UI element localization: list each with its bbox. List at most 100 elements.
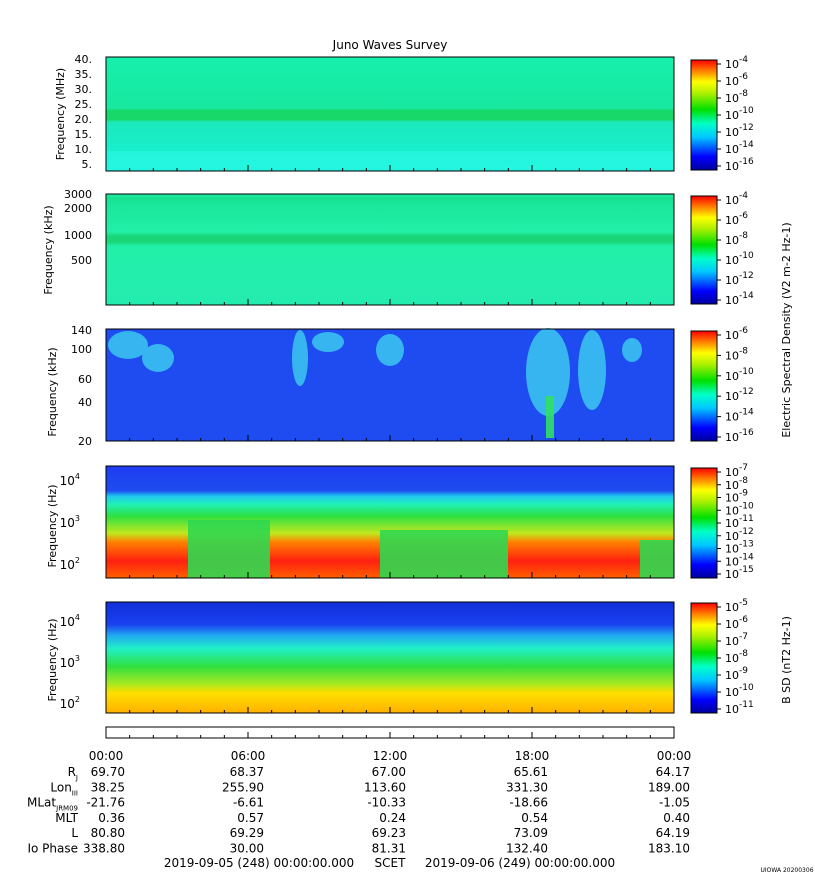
ephemeris-value: 0.57 [237,811,264,825]
ytick-1e3: 103 [60,654,80,670]
time-tick-label: 00:00 [657,749,692,763]
colorbar-tick-label: 10-6 [725,326,748,342]
scet-label: SCET [375,856,407,870]
ephemeris-row-label: L [71,826,78,840]
ephemeris-value: 64.19 [656,826,690,840]
ytick-25: 25. [75,98,93,111]
colorbar-tick-label: 10-10 [725,251,754,267]
colorbar-3 [690,330,718,442]
colorbar-tick-label: 10-5 [725,598,748,614]
colorbar-tick-label: 10-12 [725,123,754,139]
ephemeris-value: 0.54 [521,811,548,825]
ephemeris-row-label: RJ [68,765,78,782]
ytick-1000: 1000 [64,229,92,242]
ephemeris-value: 69.29 [230,826,264,840]
colorbar-tick-label: 10-12 [725,271,754,287]
colorbar-tick-label: 10-7 [725,632,748,648]
colorbar-tick-label: 10-10 [725,683,754,699]
panel-hfr-low: 3000 2000 1000 500 Frequency (kHz) [42,188,675,306]
colorbar-tick-label: 10-11 [725,514,754,530]
colorbar-tick-label: 10-14 [725,140,754,156]
colorbar-tick-label: 10-14 [725,408,754,424]
colorbar-tick-label: 10-8 [725,649,748,665]
ephemeris-value: 81.31 [372,842,406,856]
spectrogram-hfr-low [106,194,674,305]
ephemeris-value: 338.80 [83,842,125,856]
colorbar-tick-label: 10-14 [725,291,754,307]
colorbar-tick-label: 10-6 [725,615,748,631]
ytick-1e4: 104 [60,613,80,629]
colorbar-tick-label: 10-11 [725,700,754,716]
colorbar-tick-label: 10-10 [725,367,754,383]
colorbar-tick-label: 10-12 [725,527,754,543]
bright-streak [546,396,554,438]
ytick-1e4: 104 [60,472,80,488]
ephemeris-row-label: MLT [55,811,78,825]
ytick-1e2: 102 [60,556,80,572]
colorbar-tick-label: 10-10 [725,501,754,517]
ephemeris-value: 80.80 [91,826,125,840]
ephemeris-value: 113.60 [364,780,406,794]
time-range-footer: 2019-09-05 (248) 00:00:00.000 SCET 2019-… [164,856,615,870]
panel-lfr-low-e: 104 103 102 Frequency (Hz) [46,465,675,579]
ephemeris-value: 38.25 [91,780,125,794]
ytick-40: 40 [78,396,92,409]
y-ticks-lfr-low-e: 104 103 102 [60,472,80,572]
ytick-20: 20 [78,435,92,448]
ephemeris-value: 30.00 [230,842,264,856]
processing-stamp: UIOWA 20200306 [760,867,813,874]
ephemeris-value: 68.37 [230,765,264,779]
colorbar-tick-label: 10-8 [725,346,748,362]
y-ticks-hfr-high: 40. 35. 30. 25. 20. 15. 10. 5. [75,53,93,171]
time-tick-label: 12:00 [373,749,408,763]
colorbar-tick-label: 10-8 [725,89,748,105]
ephemeris-value: 69.23 [372,826,406,840]
colorbar-tick-label: 10-4 [725,55,748,71]
ylabel-lfr-low-b: Frequency (Hz) [46,619,59,702]
y-ticks-lfr-low-b: 104 103 102 [60,613,80,711]
colorbar-2 [690,195,718,305]
colorbar-1 [690,59,718,171]
ephemeris-row-label: Io Phase [27,842,78,856]
colorbar-tick-label: 10-7 [725,463,748,479]
spectrogram-lfr-low-b [106,602,674,713]
ephemeris-value: 132.40 [506,842,548,856]
ephemeris-row-label: LonIII [50,780,78,797]
start-time: 2019-09-05 (248) 00:00:00.000 [164,856,354,870]
colorbar-tick-labels: 10-410-610-810-1010-1210-1410-1610-410-6… [717,55,754,716]
ytick-500: 500 [71,254,92,267]
ylabel-hfr-low: Frequency (kHz) [42,205,55,294]
ephemeris-value: 64.17 [656,765,690,779]
end-time: 2019-09-06 (249) 00:00:00.000 [425,856,615,870]
ephemeris-value: 331.30 [506,780,548,794]
colorbar-label-electric: Electric Spectral Density (V2 m-2 Hz-1) [780,222,793,437]
ytick-5: 5. [82,158,93,171]
colorbar-tick-label: 10-8 [725,231,748,247]
panel-hfr-high: 40. 35. 30. 25. 20. 15. 10. 5. Frequency… [54,53,675,172]
ephemeris-value: -1.05 [659,796,690,810]
ephemeris-value: -6.61 [233,796,264,810]
ephemeris-value: 0.40 [663,811,690,825]
ephemeris-value: -10.33 [367,796,406,810]
colorbar-5 [690,602,718,714]
ytick-1e2: 102 [60,695,80,711]
ephemeris-value: 183.10 [648,842,690,856]
colorbar-tick-label: 10-10 [725,106,754,122]
time-axis-ticks [105,165,675,738]
colorbar-tick-label: 10-9 [725,489,748,505]
ephemeris-table: 00:00 06:00 12:00 18:00 00:00 RJ 69.70 68.37 67.… [27,749,691,856]
colorbar-tick-label: 10-16 [725,428,754,444]
ephemeris-value: -18.66 [509,796,548,810]
ephemeris-value: 73.09 [514,826,548,840]
colorbar-tick-label: 10-14 [725,552,754,568]
ytick-2000: 2000 [64,202,92,215]
colorbar-tick-label: 10-15 [725,565,754,581]
time-tick-label: 18:00 [515,749,550,763]
figure-title: Juno Waves Survey [332,38,448,52]
colorbar-tick-label: 10-9 [725,666,748,682]
colorbar-tick-label: 10-12 [725,387,754,403]
ephemeris-row-label: MLatJRM09 [27,796,78,813]
quiet-intervals [188,520,674,578]
colorbar-4 [690,467,718,579]
